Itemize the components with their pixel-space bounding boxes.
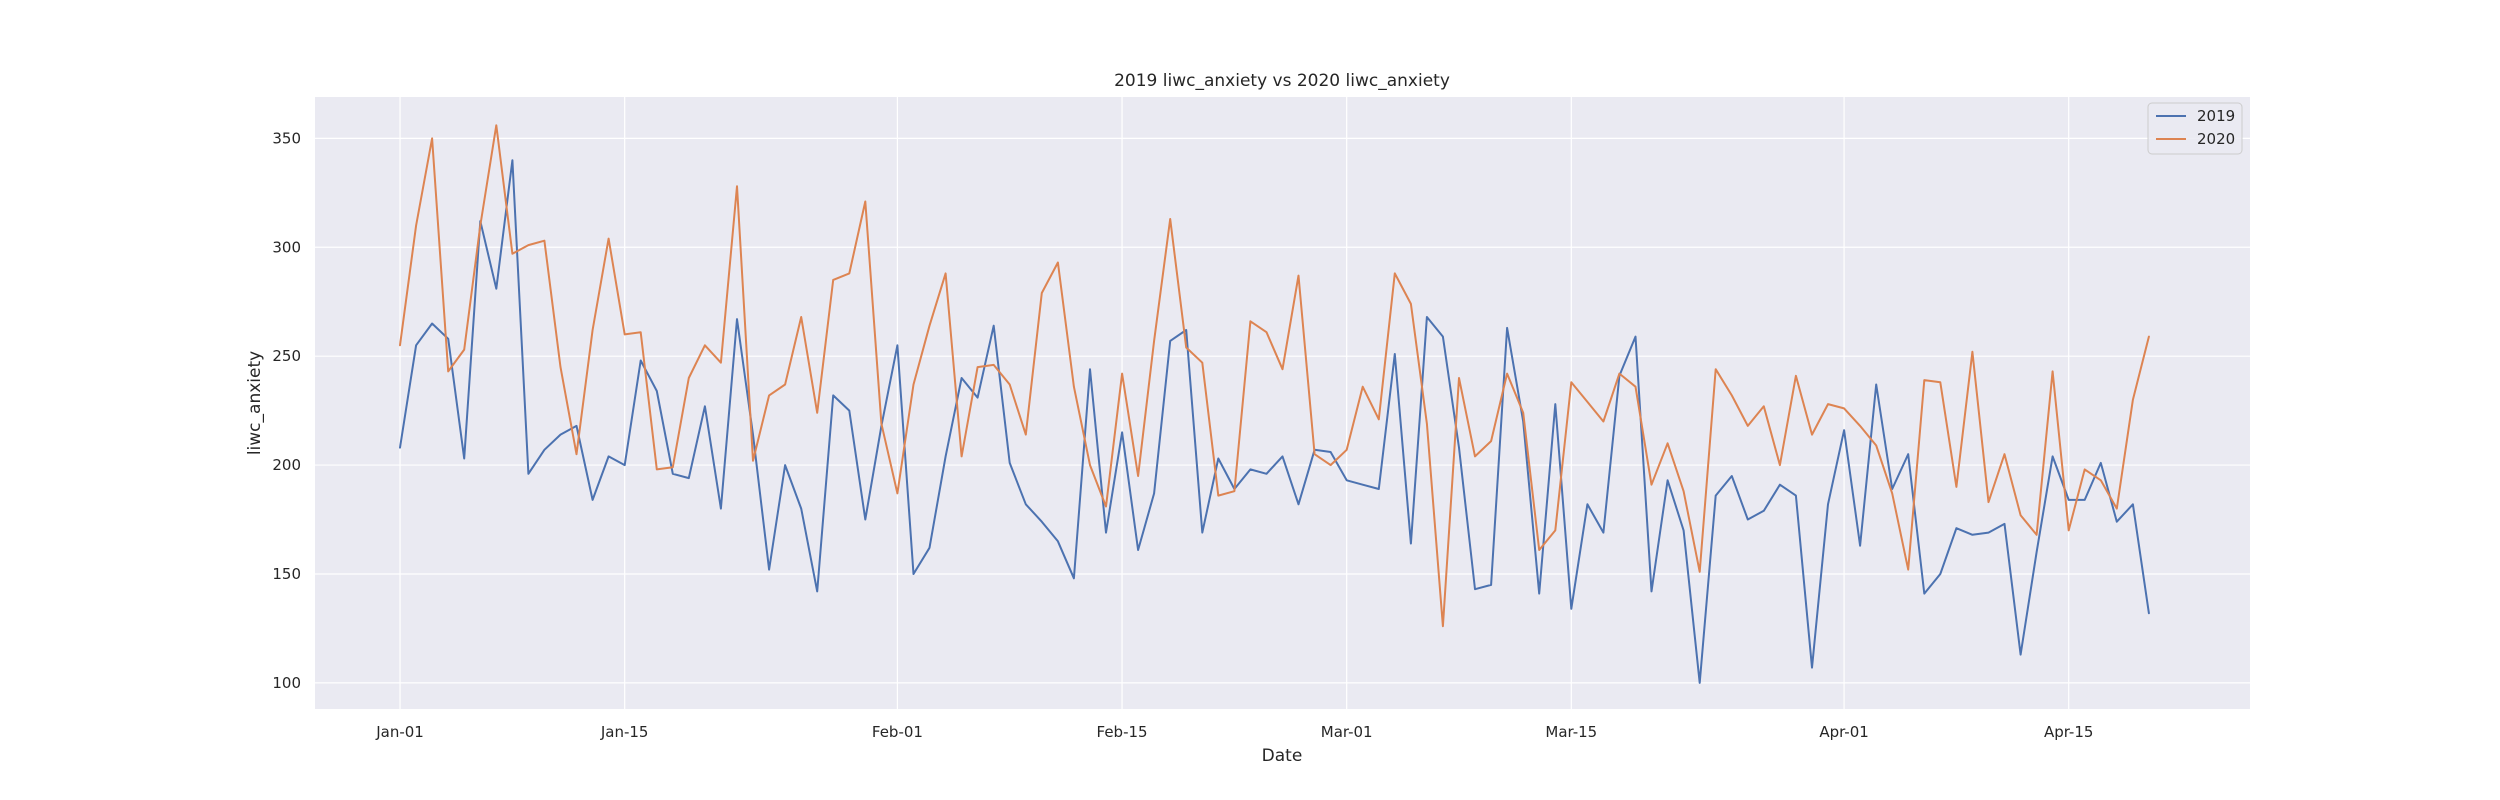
tick-labels: 100 150 200 250 300 350 Jan-01 Jan-15 Feb-01 Feb-…: [272, 129, 2093, 741]
chart-title: 2019 liwc_anxiety vs 2020 liwc_anxiety: [1114, 71, 1450, 91]
series-line-2019: [399, 159, 2150, 684]
x-tick-label: Jan-15: [600, 723, 649, 741]
y-tick-label: 250: [272, 347, 301, 365]
plot-background: [315, 97, 2250, 709]
legend: 2019 2020: [2147, 102, 2243, 155]
grid: [315, 97, 2250, 709]
x-tick-label: Apr-01: [1819, 723, 1869, 741]
y-tick-label: 200: [272, 456, 301, 474]
x-tick-label: Jan-01: [375, 723, 424, 741]
x-axis-label: Date: [1262, 746, 1303, 766]
x-tick-label: Apr-15: [2044, 723, 2094, 741]
y-tick-label: 350: [272, 129, 301, 147]
legend-label-2020: 2020: [2197, 130, 2235, 148]
x-tick-label: Feb-15: [1097, 723, 1148, 741]
y-tick-label: 300: [272, 238, 301, 256]
x-tick-label: Feb-01: [872, 723, 923, 741]
series-layer: [399, 124, 2150, 684]
y-tick-label: 100: [272, 674, 301, 692]
legend-label-2019: 2019: [2197, 107, 2235, 125]
series-line-2020: [399, 124, 2150, 628]
x-tick-label: Mar-15: [1545, 723, 1597, 741]
y-axis-label: liwc_anxiety: [245, 351, 265, 455]
y-tick-label: 150: [272, 565, 301, 583]
x-tick-label: Mar-01: [1321, 723, 1373, 741]
